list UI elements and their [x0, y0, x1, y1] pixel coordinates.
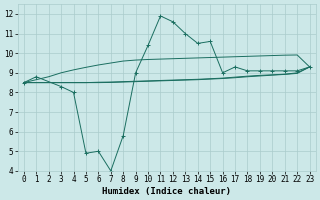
X-axis label: Humidex (Indice chaleur): Humidex (Indice chaleur)	[102, 187, 231, 196]
